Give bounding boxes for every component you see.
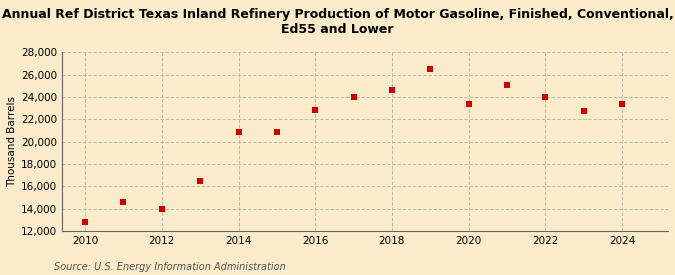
Point [502, 82, 512, 87]
Point [463, 101, 474, 106]
Point [195, 179, 206, 183]
Point [578, 109, 589, 114]
Point [271, 130, 282, 134]
Point [310, 108, 321, 112]
Text: Annual Ref District Texas Inland Refinery Production of Motor Gasoline, Finished: Annual Ref District Texas Inland Refiner… [1, 8, 674, 36]
Text: Source: U.S. Energy Information Administration: Source: U.S. Energy Information Administ… [54, 262, 286, 272]
Point [540, 95, 551, 99]
Point [348, 95, 359, 99]
Point [118, 200, 129, 204]
Y-axis label: Thousand Barrels: Thousand Barrels [7, 96, 17, 187]
Point [157, 207, 167, 211]
Point [387, 88, 398, 92]
Point [425, 67, 435, 71]
Point [80, 220, 90, 224]
Point [617, 101, 628, 106]
Point [233, 130, 244, 134]
